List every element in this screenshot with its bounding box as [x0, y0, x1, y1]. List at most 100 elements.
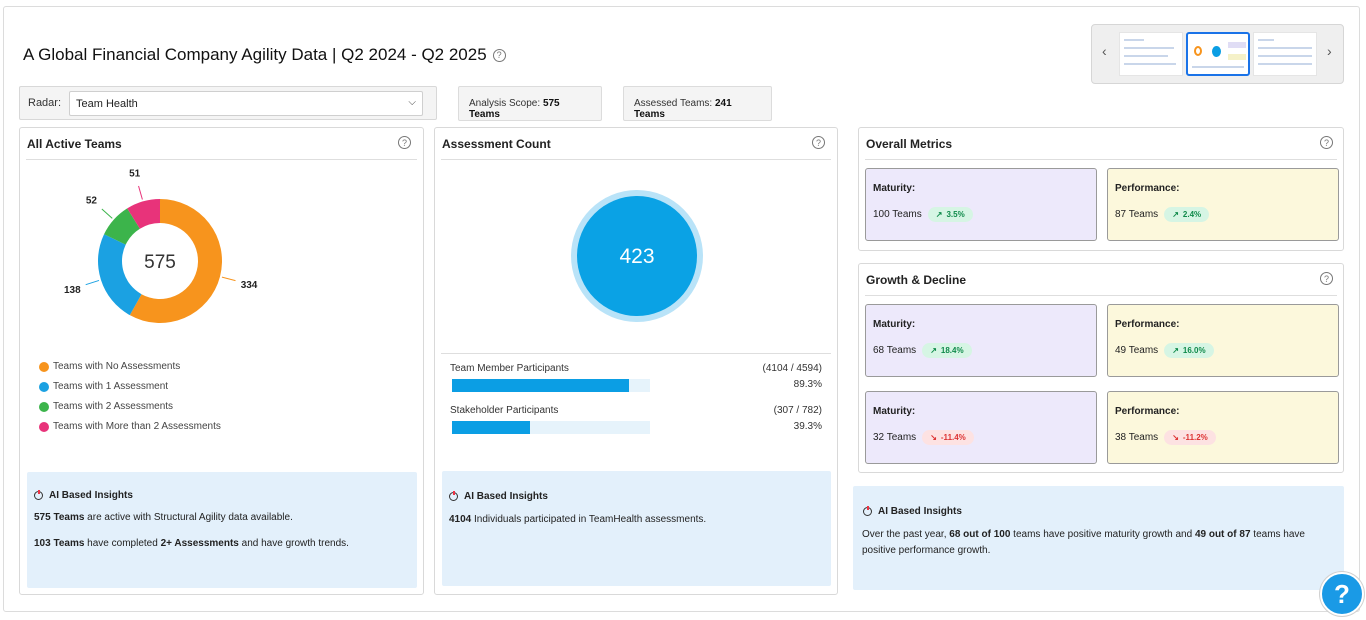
donut-slice-label: 138	[64, 285, 81, 296]
insight-text: are active with Structural Agility data …	[84, 512, 293, 523]
trend-chip: ↗ 2.4%	[1164, 207, 1210, 222]
insight-line: positive performance growth.	[862, 545, 990, 556]
bar-ratio: (4104 / 4594)	[762, 363, 823, 374]
donut-slice[interactable]	[129, 199, 223, 323]
question-circle-icon[interactable]: ?	[492, 48, 506, 62]
insight-bold: 103 Teams	[34, 538, 85, 549]
insight-line: 103 Teams have completed 2+ Assessments …	[34, 538, 349, 549]
performance-decline-card: Performance: 38 Teams ↘ -11.2%	[1107, 391, 1339, 464]
donut-slice[interactable]	[104, 208, 140, 245]
overall-metrics-card: Overall Metrics ? Maturity: 100 Teams ↗ 3…	[858, 127, 1344, 251]
ai-insights-panel: AI Based Insights Over the past year, 68…	[853, 486, 1344, 590]
legend-dot	[39, 361, 49, 372]
trend-up-icon: ↗	[1172, 346, 1179, 355]
insight-bold: 4104	[449, 514, 472, 525]
donut-slice[interactable]	[127, 199, 160, 229]
metric-value: 38 Teams	[1115, 432, 1159, 443]
trend-value: -11.2%	[1182, 433, 1208, 442]
ai-insights-title: AI Based Insights	[464, 491, 548, 502]
analysis-scope-value: 575 Teams	[469, 98, 560, 120]
question-circle-icon[interactable]: ?	[1320, 272, 1333, 285]
question-circle-icon[interactable]: ?	[1320, 136, 1333, 149]
ai-insights-heading: AI Based Insights	[34, 490, 133, 501]
bar-label: Stakeholder Participants	[450, 405, 559, 416]
analysis-scope-label: Analysis Scope:	[469, 98, 541, 109]
ai-insights-panel: AI Based Insights 575 Teams are active w…	[27, 472, 417, 588]
insight-text: teams have positive maturity growth and	[1010, 529, 1195, 540]
maturity-metric-card: Maturity: 100 Teams ↗ 3.5%	[865, 168, 1097, 241]
maturity-growth-card: Maturity: 68 Teams ↗ 18.4%	[865, 304, 1097, 377]
bar-label: Team Member Participants	[450, 363, 569, 374]
assessed-teams-label: Assessed Teams:	[634, 98, 713, 109]
radar-label: Radar:	[28, 97, 62, 109]
chevron-right-icon[interactable]: ›	[1327, 43, 1332, 59]
metric-value: 100 Teams	[873, 209, 922, 220]
insight-line: 4104 Individuals participated in TeamHea…	[449, 514, 706, 525]
legend-dot	[39, 421, 49, 432]
metric-title: Maturity:	[873, 406, 916, 417]
ai-insights-heading: AI Based Insights	[449, 491, 548, 502]
bar-pct: 39.3%	[793, 421, 822, 432]
performance-growth-card: Performance: 49 Teams ↗ 16.0%	[1107, 304, 1339, 377]
legend-label: Teams with 2 Assessments	[53, 401, 174, 412]
donut-leader-line	[221, 276, 236, 282]
metric-title: Maturity:	[873, 319, 916, 330]
assessment-count-card: Assessment Count ? 423 Team Member Parti…	[434, 127, 838, 595]
insight-line: 575 Teams are active with Structural Agi…	[34, 512, 293, 523]
ai-sparkle-icon	[863, 506, 872, 516]
legend-item: Teams with 2 Assessments	[39, 401, 173, 412]
donut-slice-label: 52	[86, 196, 98, 207]
metric-title: Performance:	[1115, 406, 1180, 417]
donut-center-total: 575	[144, 252, 176, 273]
ai-insights-heading: AI Based Insights	[863, 506, 962, 517]
assessed-teams-value: 241 Teams	[634, 98, 732, 120]
donut-leader-line	[101, 208, 113, 219]
card-title: Assessment Count	[442, 137, 551, 151]
page-title-text: A Global Financial Company Agility Data …	[23, 45, 487, 64]
page-title: A Global Financial Company Agility Data …	[23, 45, 506, 65]
question-circle-icon[interactable]: ?	[398, 136, 411, 149]
participation-bar-fill	[452, 379, 629, 392]
bar-pct: 89.3%	[793, 379, 822, 390]
metric-value: 49 Teams	[1115, 345, 1159, 356]
trend-chip: ↗ 18.4%	[922, 343, 972, 358]
legend-item: Teams with More than 2 Assessments	[39, 421, 221, 432]
page-carousel: ‹ ›	[1091, 24, 1344, 84]
growth-decline-card: Growth & Decline ? Maturity: 68 Teams ↗ 1…	[858, 263, 1344, 473]
help-button-label: ?	[1334, 578, 1350, 609]
trend-value: 18.4%	[940, 346, 964, 355]
chevron-left-icon[interactable]: ‹	[1102, 43, 1107, 59]
trend-value: 3.5%	[946, 210, 965, 219]
insight-bold: 575 Teams	[34, 512, 85, 523]
help-button[interactable]: ?	[1320, 572, 1364, 616]
assessment-count-circle: 423	[571, 190, 703, 322]
insight-text: Individuals participated in TeamHealth a…	[471, 514, 707, 525]
card-title: All Active Teams	[27, 137, 122, 151]
trend-down-icon: ↘	[930, 433, 937, 442]
insight-bold: 68 out of 100	[949, 529, 1011, 540]
trend-up-icon: ↗	[1172, 210, 1179, 219]
trend-chip: ↗ 3.5%	[927, 207, 973, 222]
card-title: Growth & Decline	[866, 273, 967, 287]
donut-chart: 334 138 52 51 575	[64, 169, 258, 323]
trend-chip: ↘ -11.2%	[1164, 430, 1216, 445]
assessment-count-value: 423	[619, 245, 654, 268]
legend-dot	[39, 401, 49, 412]
metric-title: Performance:	[1115, 183, 1180, 194]
radar-selected-value: Team Health	[76, 98, 138, 110]
carousel-thumb-1[interactable]	[1119, 32, 1183, 76]
trend-down-icon: ↘	[1172, 433, 1179, 442]
bar-ratio: (307 / 782)	[773, 405, 822, 416]
metric-value: 87 Teams	[1115, 209, 1159, 220]
carousel-thumb-2[interactable]	[1186, 32, 1250, 76]
carousel-thumb-3[interactable]	[1253, 32, 1317, 76]
donut-leader-line	[85, 279, 100, 286]
ai-insights-panel: AI Based Insights 4104 Individuals parti…	[442, 471, 831, 586]
radar-select[interactable]: Team Health ⌵	[69, 91, 423, 116]
insight-text: teams have	[1250, 529, 1305, 540]
trend-up-icon: ↗	[935, 210, 943, 219]
donut-slice-label: 51	[129, 169, 141, 180]
participation-bar-fill	[452, 421, 530, 434]
donut-slice[interactable]	[98, 234, 142, 316]
question-circle-icon[interactable]: ?	[812, 136, 825, 149]
